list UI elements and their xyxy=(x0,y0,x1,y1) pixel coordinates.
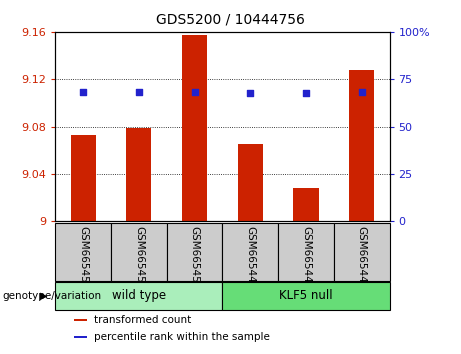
Point xyxy=(135,89,142,95)
Bar xyxy=(222,223,278,281)
Text: GDS5200 / 10444756: GDS5200 / 10444756 xyxy=(156,12,305,27)
Text: transformed count: transformed count xyxy=(95,315,192,325)
Text: ▶: ▶ xyxy=(40,291,47,301)
Text: wild type: wild type xyxy=(112,290,166,302)
Text: GSM665453: GSM665453 xyxy=(134,226,144,289)
Text: GSM665451: GSM665451 xyxy=(78,226,88,289)
Bar xyxy=(126,128,151,221)
Bar xyxy=(71,135,96,221)
Bar xyxy=(74,319,87,321)
Text: genotype/variation: genotype/variation xyxy=(2,291,101,301)
Bar xyxy=(167,223,222,281)
Text: KLF5 null: KLF5 null xyxy=(279,290,333,302)
Bar xyxy=(238,144,263,221)
Point xyxy=(302,91,310,96)
Bar xyxy=(334,223,390,281)
Point xyxy=(191,89,198,95)
Text: percentile rank within the sample: percentile rank within the sample xyxy=(95,332,270,342)
Bar xyxy=(222,282,390,310)
Point xyxy=(358,89,366,95)
Bar xyxy=(55,223,111,281)
Bar xyxy=(111,223,167,281)
Point xyxy=(247,91,254,96)
Bar xyxy=(294,188,319,221)
Bar xyxy=(74,336,87,338)
Bar xyxy=(55,282,222,310)
Text: GSM665454: GSM665454 xyxy=(189,226,200,289)
Bar xyxy=(182,35,207,221)
Text: GSM665449: GSM665449 xyxy=(357,226,366,289)
Bar xyxy=(278,223,334,281)
Text: GSM665448: GSM665448 xyxy=(301,226,311,289)
Point xyxy=(79,89,87,95)
Bar xyxy=(349,70,374,221)
Text: GSM665446: GSM665446 xyxy=(245,226,255,289)
